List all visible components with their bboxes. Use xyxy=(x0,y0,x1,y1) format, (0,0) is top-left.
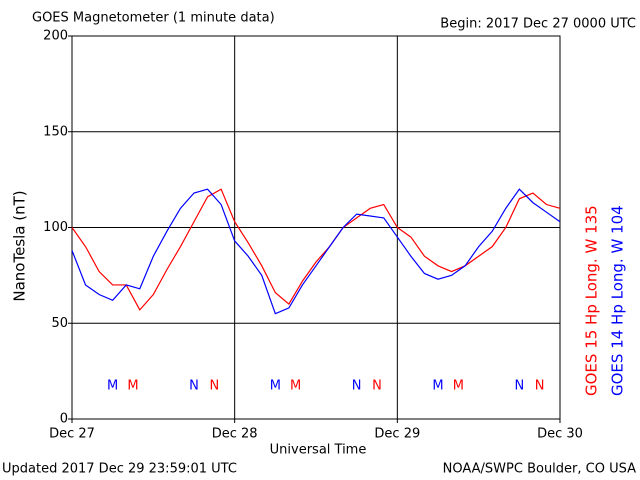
local-time-marker: M xyxy=(290,379,301,394)
local-time-marker: M xyxy=(127,379,138,394)
local-time-marker: N xyxy=(535,379,545,394)
data-line xyxy=(71,188,561,311)
legend-entry: GOES 15 Hp Long. W 135 xyxy=(583,205,601,396)
data-line xyxy=(71,188,561,315)
local-time-marker: N xyxy=(189,379,199,394)
local-time-marker: M xyxy=(432,379,443,394)
local-time-marker: M xyxy=(107,379,118,394)
local-time-marker: M xyxy=(270,379,281,394)
x-axis-label: Universal Time xyxy=(270,443,367,458)
x-tick-label: Dec 28 xyxy=(212,427,258,442)
chart-subtitle: Begin: 2017 Dec 27 0000 UTC xyxy=(440,17,636,32)
local-time-marker: N xyxy=(372,379,382,394)
x-tick-label: Dec 30 xyxy=(537,427,583,442)
local-time-marker: N xyxy=(352,379,362,394)
local-time-marker: N xyxy=(209,379,219,394)
x-tick-label: Dec 29 xyxy=(374,427,420,442)
x-tick-label: Dec 27 xyxy=(49,427,95,442)
y-axis-label: NanoTesla (nT) xyxy=(11,190,29,301)
y-tick-label: 0 xyxy=(60,412,68,427)
footer-left: Updated 2017 Dec 29 23:59:01 UTC xyxy=(2,462,237,477)
y-tick-label: 200 xyxy=(43,29,68,44)
footer-right: NOAA/SWPC Boulder, CO USA xyxy=(443,462,636,477)
local-time-marker: N xyxy=(514,379,524,394)
y-tick-label: 100 xyxy=(43,220,68,235)
y-tick-label: 150 xyxy=(43,124,68,139)
local-time-marker: M xyxy=(453,379,464,394)
chart-title: GOES Magnetometer (1 minute data) xyxy=(32,11,275,26)
y-tick-label: 50 xyxy=(51,316,68,331)
legend-entry: GOES 14 Hp Long. W 104 xyxy=(609,205,627,396)
